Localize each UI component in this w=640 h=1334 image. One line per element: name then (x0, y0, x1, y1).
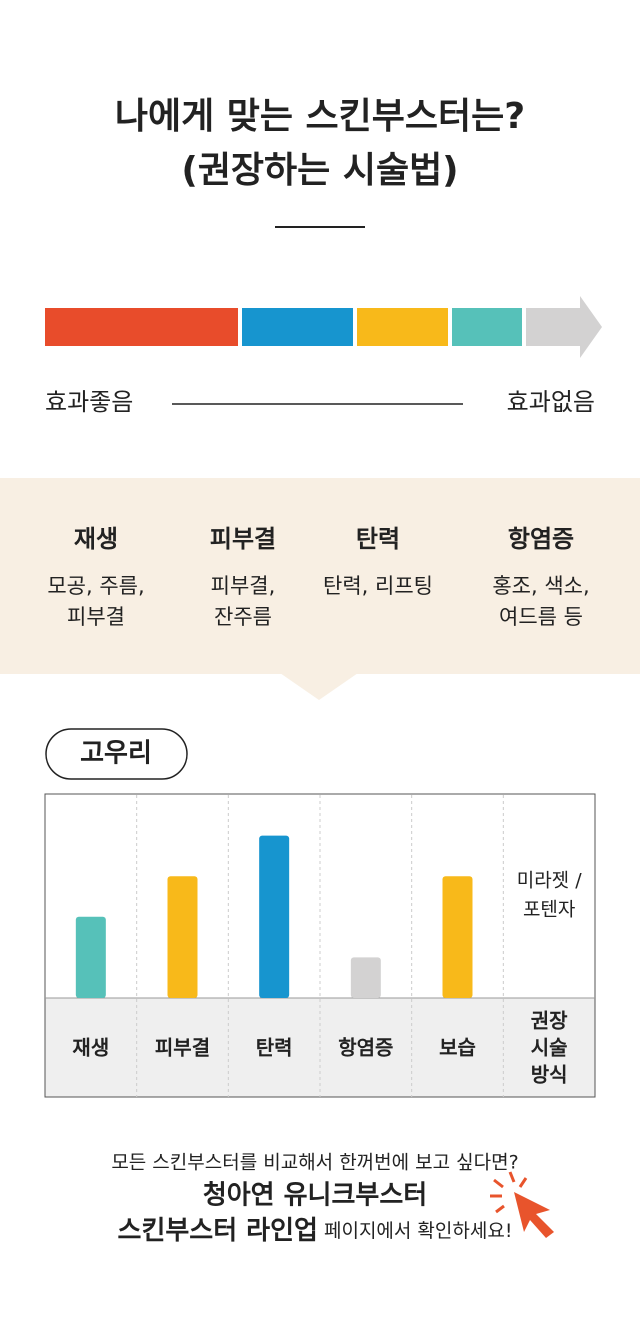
chart-title: 고우리 (80, 739, 152, 769)
bar (350, 957, 381, 998)
effect-desc: 홍조, 색소, (492, 574, 589, 598)
subtitle: (권장하는 시술법) (181, 150, 458, 191)
effect-desc: 잔주름 (214, 605, 272, 629)
method-header: 권장 (531, 1009, 568, 1033)
x-tick-label: 재생 (72, 1036, 109, 1060)
scale-segment (452, 308, 522, 346)
x-tick-label: 보습 (439, 1036, 476, 1060)
scale-right-label: 효과없음 (507, 388, 595, 416)
bar (259, 835, 290, 998)
method-value: 포텐자 (523, 899, 575, 921)
effect-desc: 피부결, (211, 574, 276, 598)
footer-line1: 모든 스킨부스터를 비교해서 한꺼번에 보고 싶다면? (111, 1152, 518, 1174)
title: 나에게 맞는 스킨부스터는? (115, 96, 525, 137)
x-tick-label: 피부결 (155, 1036, 210, 1060)
footer-link[interactable]: 스킨부스터 라인업 (118, 1216, 318, 1246)
cursor-icon (490, 1171, 554, 1238)
bar (442, 876, 473, 998)
effect-name: 탄력 (356, 525, 400, 553)
x-tick-label: 항염증 (338, 1036, 393, 1060)
footer-line3: 스킨부스터 라인업 페이지에서 확인하세요! (118, 1216, 513, 1246)
scale-segment (357, 308, 448, 346)
chart-pill (45, 728, 188, 780)
footer-text: 페이지에서 확인하세요! (318, 1220, 513, 1242)
method-header: 시술 (531, 1036, 568, 1060)
method-value: 미라젯 / (517, 870, 582, 892)
effects-panel (0, 478, 640, 674)
effect-name: 피부결 (210, 525, 276, 553)
effect-desc: 여드름 등 (499, 605, 583, 629)
scale-segment (45, 308, 238, 346)
scale-arrow (526, 296, 602, 358)
effect-desc: 피부결 (67, 605, 125, 629)
footer-line2: 청아연 유니크부스터 (203, 1181, 427, 1211)
effect-desc: 탄력, 리프팅 (323, 574, 433, 598)
effect-name: 재생 (74, 525, 118, 553)
bar (75, 916, 106, 998)
method-header: 방식 (531, 1063, 568, 1087)
effect-desc: 모공, 주름, (47, 574, 144, 598)
bar (167, 876, 198, 998)
x-tick-label: 탄력 (256, 1036, 293, 1060)
effect-name: 항염증 (508, 525, 574, 553)
scale-segment (242, 308, 353, 346)
scale-left-label: 효과좋음 (45, 388, 133, 416)
pointer (280, 673, 358, 700)
